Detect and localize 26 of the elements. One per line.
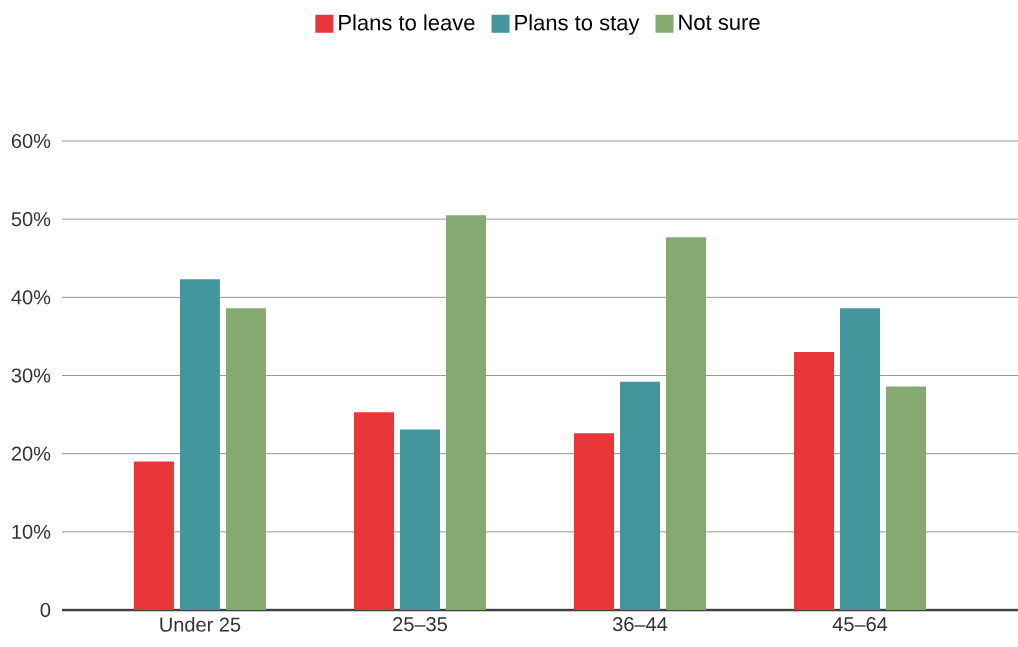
- x-tick-label: 45–64: [832, 617, 888, 632]
- y-tick-label: 60%: [11, 133, 51, 149]
- bar: [353, 412, 394, 610]
- bar: [445, 215, 486, 610]
- y-tick-label: 50%: [11, 212, 51, 227]
- bar: [794, 352, 835, 610]
- y-tick-label: 0: [40, 602, 51, 618]
- bar: [840, 308, 881, 610]
- bar: [886, 386, 927, 610]
- x-tick-label: Under 25: [160, 617, 241, 632]
- x-tick-label: 36–44: [612, 617, 668, 632]
- bar: [133, 461, 174, 610]
- y-tick-label: 40%: [11, 290, 51, 305]
- bar: [225, 308, 266, 610]
- x-tick-label: 25–35: [393, 617, 447, 632]
- bar: [620, 381, 660, 610]
- y-tick-label: 30%: [11, 368, 51, 383]
- y-tick-label: 20%: [11, 446, 51, 461]
- legend-label: Plans to stay: [515, 14, 640, 35]
- bar: [399, 429, 440, 610]
- bar: [179, 279, 220, 610]
- legend-label: Plans to leave: [339, 14, 475, 31]
- legend-label: Not sure: [679, 14, 760, 31]
- bar: [666, 237, 706, 610]
- y-tick-label: 10%: [12, 524, 51, 539]
- bar: [574, 433, 614, 610]
